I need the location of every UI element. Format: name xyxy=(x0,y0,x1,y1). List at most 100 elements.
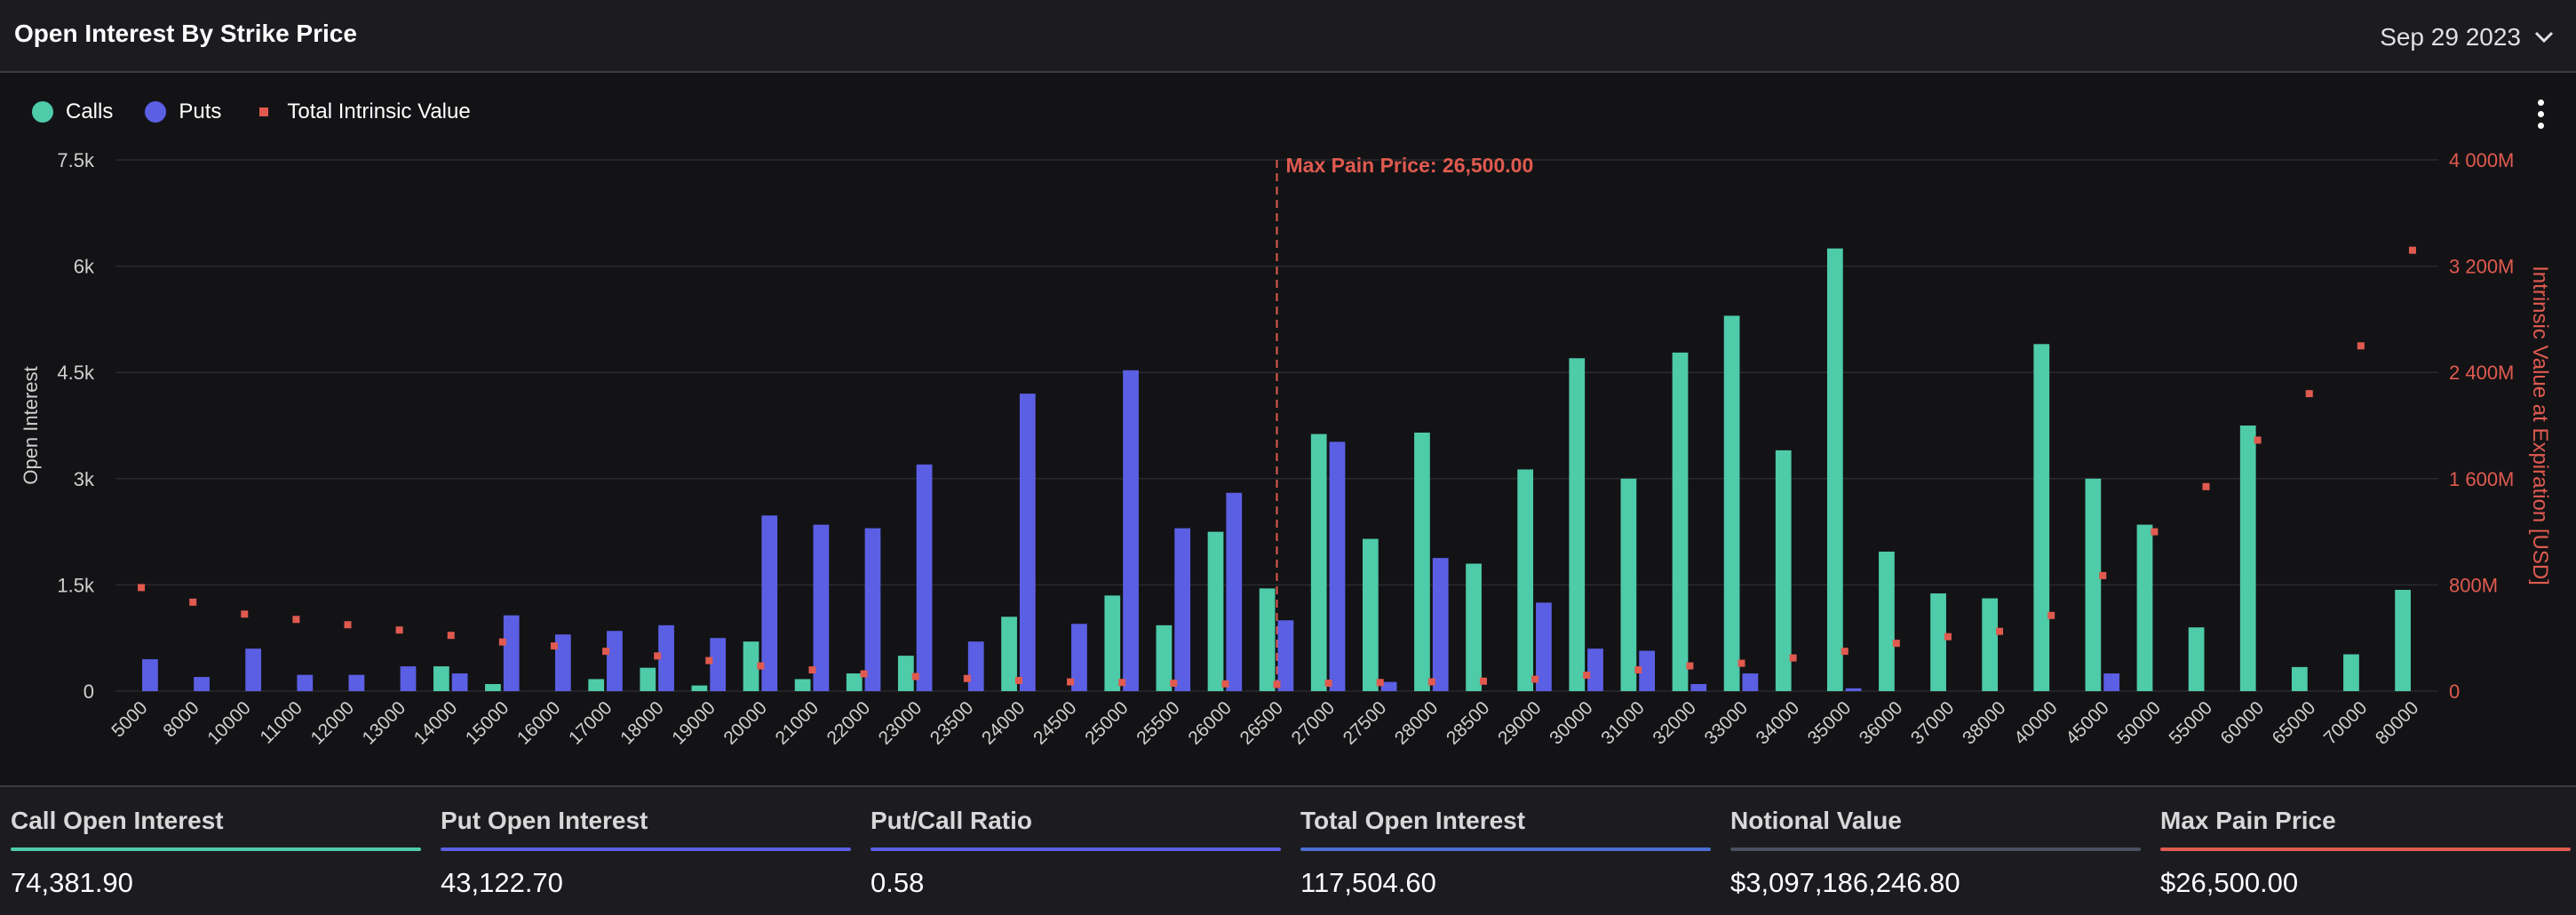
calls-bar-55000 xyxy=(2188,627,2205,691)
puts-bar-15000 xyxy=(503,615,520,691)
y-axis-title: Open Interest xyxy=(20,366,42,484)
intrinsic-value-point-38000 xyxy=(1996,627,2004,635)
calls-bar-17000 xyxy=(588,679,605,691)
puts-bar-10000 xyxy=(245,648,262,691)
puts-legend-marker xyxy=(145,101,167,123)
x-tick-label: 16000 xyxy=(513,697,565,749)
calls-bar-27500 xyxy=(1362,538,1379,691)
x-tick-label: 30000 xyxy=(1546,697,1597,749)
expiry-date-value: Sep 29 2023 xyxy=(2380,23,2521,51)
calls-bar-18000 xyxy=(640,667,656,691)
x-tick-label: 27000 xyxy=(1288,697,1340,749)
stat-underline xyxy=(871,847,1281,851)
calls-bar-30000 xyxy=(1569,358,1586,691)
legend-label-intrinsic-value: Total Intrinsic Value xyxy=(287,99,471,123)
puts-bar-13000 xyxy=(400,666,417,691)
stat-underline xyxy=(1730,847,2141,851)
stat-underline xyxy=(2160,847,2571,851)
calls-bar-25000 xyxy=(1104,595,1121,691)
x-tick-label: 60000 xyxy=(2217,697,2269,749)
y2-axis-title: Intrinsic Value at Expiration [USD] xyxy=(2528,266,2552,585)
summary-stats-bar: Call Open Interest 74,381.90 Put Open In… xyxy=(0,785,2576,915)
puts-bar-45000 xyxy=(2103,673,2120,691)
intrinsic-value-point-24500 xyxy=(1067,678,1075,686)
x-tick-label: 80000 xyxy=(2372,697,2423,749)
calls-bar-65000 xyxy=(2291,666,2308,691)
x-tick-label: 15000 xyxy=(462,697,513,749)
legend-label-puts: Puts xyxy=(179,99,222,123)
more-dot xyxy=(2537,110,2544,117)
x-tick-label: 22000 xyxy=(823,697,875,749)
stat-label: Put/Call Ratio xyxy=(871,807,1033,834)
puts-bar-25000 xyxy=(1123,370,1139,691)
x-tick-label: 11000 xyxy=(256,697,306,747)
stat-label: Max Pain Price xyxy=(2160,807,2336,834)
puts-bar-29000 xyxy=(1536,602,1552,691)
x-tick-label: 24000 xyxy=(978,697,1030,749)
stat-notional-value: Notional Value $3,097,186,246.80 xyxy=(1730,787,2141,915)
x-tick-label: 28500 xyxy=(1443,697,1494,749)
intrinsic-value-point-25500 xyxy=(1170,680,1178,688)
calls-bar-31000 xyxy=(1620,478,1637,691)
chart-area: 0 1.5k 3k 4.5k 6k 7.5k 0 800M 1 600M 2 400M 3 200M… xyxy=(0,75,2576,785)
intrinsic-value-point-18000 xyxy=(654,652,662,660)
calls-bar-24000 xyxy=(1001,617,1017,691)
puts-bar-24500 xyxy=(1071,624,1087,691)
calls-bar-22000 xyxy=(846,673,863,691)
calls-legend-marker xyxy=(32,101,53,123)
more-options-icon[interactable] xyxy=(2530,96,2551,131)
puts-bar-18000 xyxy=(658,625,674,691)
x-tick-label: 23500 xyxy=(926,697,978,749)
legend-item-calls[interactable]: Calls xyxy=(32,99,113,124)
calls-bar-19000 xyxy=(691,685,708,691)
x-tick-label: 13000 xyxy=(359,697,410,749)
puts-bar-26000 xyxy=(1226,492,1243,691)
x-tick-label: 14000 xyxy=(410,697,462,749)
x-tick-label: 29000 xyxy=(1494,697,1546,749)
stat-underline xyxy=(441,847,851,851)
puts-bar-27000 xyxy=(1329,442,1346,691)
max-pain-label: Max Pain Price: 26,500.00 xyxy=(1286,154,1534,177)
calls-bar-26500 xyxy=(1259,588,1276,691)
calls-bar-29000 xyxy=(1517,469,1534,691)
calls-bar-34000 xyxy=(1775,450,1792,691)
intrinsic-value-point-30000 xyxy=(1583,672,1591,680)
intrinsic-value-point-12000 xyxy=(344,621,352,629)
stat-total-open-interest: Total Open Interest 117,504.60 xyxy=(1300,787,1711,915)
intrinsic-value-point-10000 xyxy=(241,610,249,618)
puts-bar-14000 xyxy=(451,673,468,691)
puts-bar-5000 xyxy=(142,659,158,691)
calls-bar-15000 xyxy=(485,684,501,691)
puts-bar-30000 xyxy=(1587,648,1603,691)
intrinsic-value-point-33000 xyxy=(1737,659,1745,667)
intrinsic-value-point-16000 xyxy=(550,642,558,650)
stat-label: Total Open Interest xyxy=(1300,807,1526,834)
x-tick-label: 18000 xyxy=(616,697,668,749)
stat-value: 74,381.90 xyxy=(11,867,133,898)
intrinsic-value-point-65000 xyxy=(2305,390,2313,398)
intrinsic-value-point-27500 xyxy=(1376,679,1384,687)
intrinsic-value-point-32000 xyxy=(1686,662,1694,670)
calls-bar-23000 xyxy=(897,656,914,691)
x-tick-label: 10000 xyxy=(203,697,255,749)
intrinsic-value-point-36000 xyxy=(1892,640,1900,648)
legend-item-puts[interactable]: Puts xyxy=(145,99,221,124)
calls-bar-21000 xyxy=(794,679,811,691)
stat-label: Notional Value xyxy=(1730,807,1902,834)
stat-underline xyxy=(11,847,421,851)
puts-bar-28000 xyxy=(1432,558,1449,691)
x-tick-label: 38000 xyxy=(1959,697,2010,749)
y2-tick-label: 3 200M xyxy=(2449,256,2514,278)
x-tick-label: 21000 xyxy=(771,697,823,749)
legend-item-intrinsic-value[interactable]: Total Intrinsic Value xyxy=(253,99,471,124)
calls-bar-14000 xyxy=(433,666,449,691)
intrinsic-value-point-28500 xyxy=(1479,677,1487,685)
calls-bar-38000 xyxy=(1982,598,1999,691)
puts-bar-20000 xyxy=(761,515,778,691)
intrinsic-value-point-29000 xyxy=(1531,675,1539,683)
calls-bar-35000 xyxy=(1826,248,1843,691)
intrinsic-value-point-21000 xyxy=(808,666,816,674)
y-tick-label: 7.5k xyxy=(57,149,95,171)
expiry-date-dropdown[interactable]: Sep 29 2023 xyxy=(2380,20,2555,55)
intrinsic-value-point-19000 xyxy=(705,656,713,664)
